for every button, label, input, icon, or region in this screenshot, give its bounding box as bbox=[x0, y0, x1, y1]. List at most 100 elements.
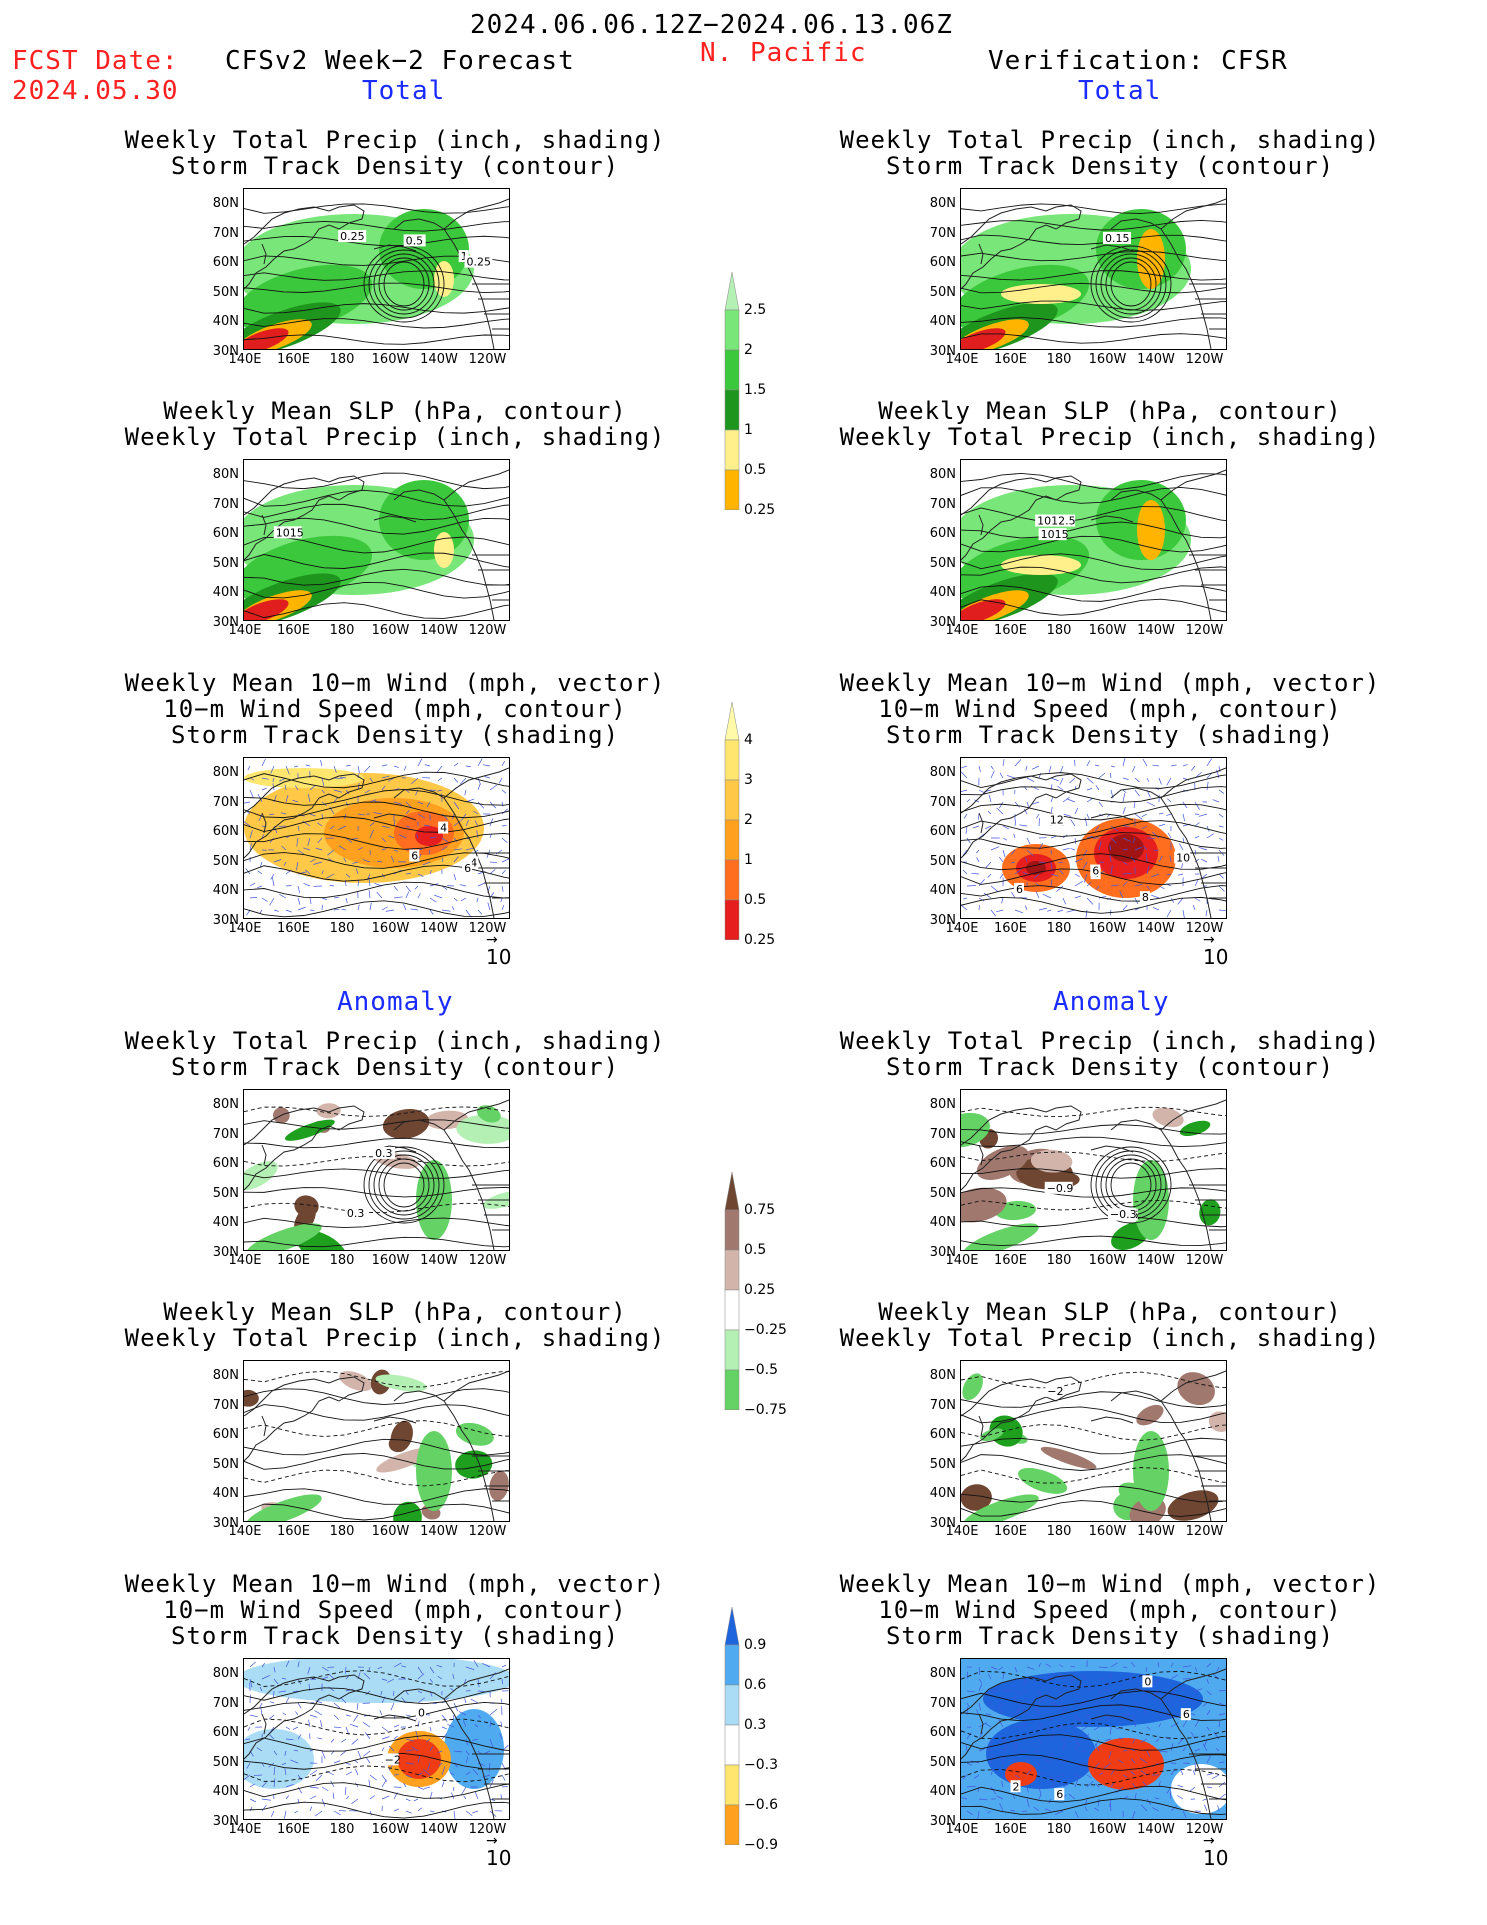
colorbar-storm_anom-label-0: 0.9 bbox=[744, 1637, 767, 1653]
panel-title-r4_right-line2: Weekly Total Precip (inch, shading) bbox=[839, 1324, 1381, 1352]
lat-label-r5_right-5: 30N bbox=[929, 1813, 956, 1829]
colorbar-storm_anom-label-5: −0.9 bbox=[744, 1837, 778, 1853]
anom-shade-patch bbox=[961, 1484, 992, 1511]
lat-label-r2_left-3: 50N bbox=[212, 853, 239, 869]
lat-label-r3_right-2: 60N bbox=[929, 1156, 956, 1171]
colorbar-storm_total-label-2: 2 bbox=[744, 812, 753, 828]
vector-reference-value: 10 bbox=[486, 945, 512, 969]
lon-label-r4_left-4: 140W bbox=[420, 1524, 458, 1539]
panel-title-r2_left-line1: Weekly Mean 10−m Wind (mph, vector) bbox=[124, 669, 666, 697]
lat-label-r3_right-3: 50N bbox=[929, 1185, 956, 1201]
lon-label-r4_right-0: 140E bbox=[945, 1524, 979, 1539]
lon-label-r2_left-4: 140W bbox=[420, 921, 458, 936]
colorbar-storm_anom-label-4: −0.6 bbox=[744, 1797, 778, 1813]
panel-title-r4_left-line2: Weekly Total Precip (inch, shading) bbox=[124, 1324, 666, 1352]
contour-label-r1_right-0: 1015 bbox=[1041, 528, 1069, 541]
contour-label-bg bbox=[1035, 514, 1076, 527]
anom-shade-patch bbox=[1030, 1149, 1073, 1173]
lon-label-r5_left-3: 160W bbox=[371, 1822, 410, 1837]
map-svg-r5_right: 6 6 0 2 bbox=[961, 1659, 1226, 1819]
lat-label-r1_left-3: 50N bbox=[212, 555, 239, 571]
colorbar-storm_anom bbox=[724, 1606, 740, 1845]
contour-label-r3_left-1: 0.3 bbox=[375, 1147, 393, 1160]
lat-label-r5_right-4: 40N bbox=[929, 1784, 956, 1799]
contour-label-r0_left-0: 0.25 bbox=[340, 230, 365, 243]
lon-label-r2_left-5: 120W bbox=[468, 921, 507, 936]
panel-title-r3_left-line2: Storm Track Density (contour) bbox=[170, 1053, 620, 1081]
lat-label-r5_right-0: 80N bbox=[929, 1666, 956, 1681]
colorbar-precip_total-swatch-1 bbox=[724, 469, 740, 510]
wind-vectors bbox=[244, 758, 509, 918]
coastline bbox=[961, 469, 1226, 620]
contour-label-r4_right-0: −2 bbox=[1047, 1385, 1063, 1398]
lon-label-r0_right-2: 180 bbox=[1046, 352, 1072, 367]
colorbar-storm_anom-swatch-2 bbox=[724, 1764, 740, 1806]
contour-label-bg bbox=[415, 1706, 426, 1719]
panel-title-r5_right-line3: Storm Track Density (shading) bbox=[885, 1622, 1335, 1650]
fcst-date-label: FCST Date: bbox=[12, 46, 179, 76]
lon-label-r0_left-3: 160W bbox=[371, 352, 410, 367]
lat-label-r4_left-3: 50N bbox=[212, 1456, 239, 1472]
anom-shade-patch bbox=[1208, 1411, 1226, 1432]
anom-storm-neg2 bbox=[986, 1719, 1096, 1789]
contour-label-r5_left-1: −2 bbox=[385, 1753, 401, 1766]
lat-label-r4_left-0: 80N bbox=[212, 1368, 239, 1383]
vector-reference-arrow-icon: → bbox=[486, 932, 498, 948]
contour-label-r5_left-0: 0 bbox=[418, 1706, 425, 1719]
lat-label-r2_right-1: 70N bbox=[929, 794, 956, 810]
storm-shade-top bbox=[244, 768, 364, 788]
fcst-date-value: 2024.05.30 bbox=[12, 76, 179, 106]
lat-label-r1_right-2: 60N bbox=[929, 526, 956, 541]
contour-label-bg bbox=[1014, 882, 1025, 895]
lon-label-r2_left-1: 160E bbox=[276, 921, 311, 936]
lon-label-r5_right-5: 120W bbox=[1185, 1822, 1224, 1837]
panel-title-r5_left-line2: 10−m Wind Speed (mph, contour) bbox=[163, 1596, 627, 1624]
lon-label-r3_left-2: 180 bbox=[329, 1253, 355, 1268]
colorbar-precip_anom bbox=[724, 1171, 740, 1410]
lon-label-r1_right-1: 160E bbox=[993, 623, 1028, 638]
storm-shade-e3 bbox=[1108, 834, 1144, 862]
contour-label-bg bbox=[1174, 851, 1191, 864]
lon-label-r5_left-0: 140E bbox=[228, 1822, 262, 1837]
colorbar-storm_anom-label-1: 0.6 bbox=[744, 1677, 767, 1693]
lat-label-r1_left-4: 40N bbox=[212, 585, 239, 600]
lon-label-r4_left-3: 160W bbox=[371, 1524, 410, 1539]
precip-shade-orange bbox=[1137, 500, 1165, 560]
coastline bbox=[961, 1099, 1226, 1250]
contour-label-bg bbox=[1047, 813, 1064, 826]
anom-storm-topband bbox=[244, 1659, 509, 1703]
lat-label-r4_left-4: 40N bbox=[212, 1486, 239, 1501]
lon-label-r1_right-0: 140E bbox=[945, 623, 979, 638]
colorbar-precip_total-top-triangle bbox=[724, 271, 740, 311]
lat-label-r0_left-4: 40N bbox=[212, 314, 239, 329]
contour-label-r0_right-0: 0.15 bbox=[1105, 232, 1130, 245]
colorbar-precip_total-label-1: 2 bbox=[744, 342, 753, 358]
coastline bbox=[244, 198, 509, 349]
vector-reference-value: 10 bbox=[1203, 1846, 1229, 1870]
anom-shade-green bbox=[246, 1494, 322, 1521]
panel-title-r3_right-line2: Storm Track Density (contour) bbox=[885, 1053, 1335, 1081]
anom-shade-patch bbox=[382, 1109, 430, 1139]
panel-title-r0_right-line1: Weekly Total Precip (inch, shading) bbox=[839, 126, 1381, 154]
lon-label-r5_right-3: 160W bbox=[1088, 1822, 1127, 1837]
lat-label-r2_right-3: 50N bbox=[929, 853, 956, 869]
lat-label-r3_left-2: 60N bbox=[212, 1156, 239, 1171]
vector-reference-arrow-icon: → bbox=[1203, 932, 1215, 948]
colorbar-precip_total-swatch-4 bbox=[724, 349, 740, 391]
contour-label-r2_right-1: 8 bbox=[1142, 891, 1149, 904]
anom-shade-patch bbox=[962, 1373, 983, 1401]
contour-label-r5_right-1: 6 bbox=[1056, 1788, 1063, 1801]
anom-shade-green bbox=[246, 1223, 322, 1250]
lon-label-r2_right-4: 140W bbox=[1137, 921, 1175, 936]
section-anomaly-left: Anomaly bbox=[337, 987, 454, 1017]
panel-title-r2_right-line3: Storm Track Density (shading) bbox=[885, 721, 1335, 749]
lat-label-r2_right-2: 60N bbox=[929, 824, 956, 839]
precip-shade-mid bbox=[379, 209, 469, 289]
anom-shade-patch bbox=[375, 1374, 427, 1392]
lat-label-r3_left-0: 80N bbox=[212, 1097, 239, 1112]
storm-shade-4 bbox=[415, 826, 443, 846]
anom-shade-patch bbox=[1136, 1404, 1164, 1426]
